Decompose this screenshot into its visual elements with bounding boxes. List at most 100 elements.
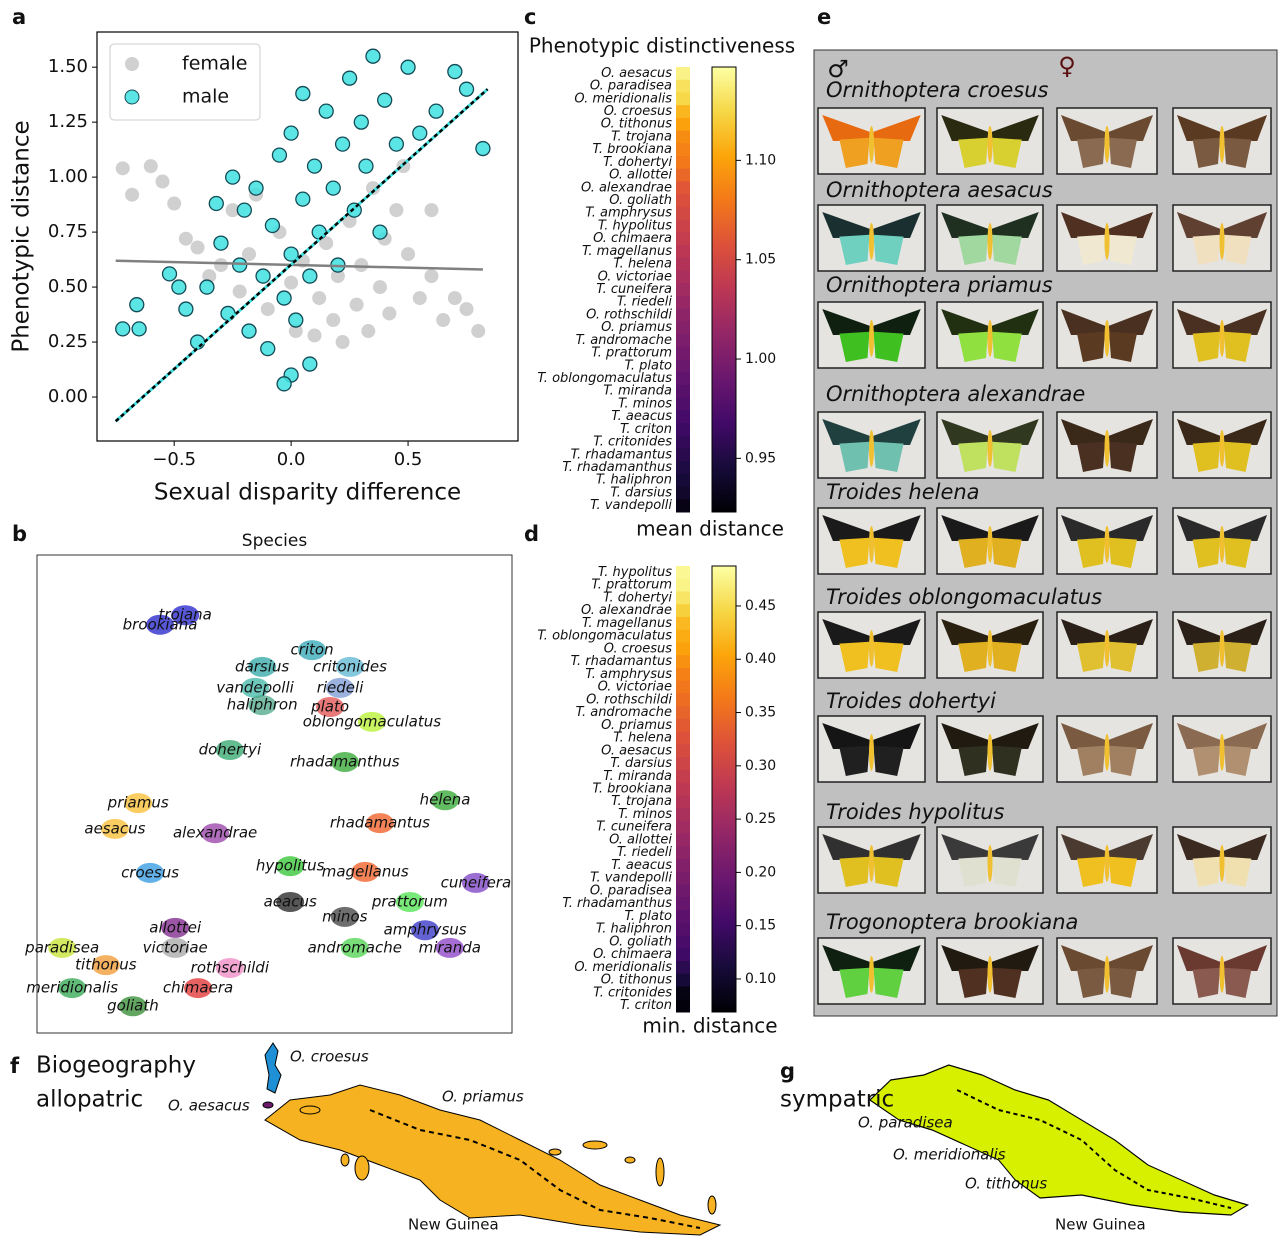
body <box>1105 320 1110 357</box>
point <box>350 298 364 312</box>
heatmap-cell <box>676 181 690 194</box>
heatmap-cell <box>676 499 690 512</box>
map-region: New Guinea <box>408 1216 499 1234</box>
heatmap-cell <box>676 910 690 923</box>
colorbar <box>712 566 736 1012</box>
heatmap-cell <box>676 770 690 783</box>
heatmap-cell <box>676 961 690 974</box>
heatmap-cell <box>676 105 690 118</box>
cluster-label: cuneifera <box>441 873 512 891</box>
body <box>1105 630 1110 667</box>
point <box>303 357 317 371</box>
island <box>870 1065 1248 1215</box>
heatmap-cell <box>676 681 690 694</box>
map-heading: sympatric <box>780 1087 894 1113</box>
island-aesacus <box>263 1102 273 1108</box>
body <box>988 956 993 993</box>
species-name: Ornithoptera priamus <box>826 273 1053 297</box>
island <box>265 1085 720 1235</box>
cluster-label: priamus <box>107 794 169 812</box>
cluster-label: oblongomaculatus <box>303 712 442 730</box>
heatmap-cell <box>676 872 690 885</box>
heatmap-cell <box>676 566 690 579</box>
body <box>988 430 993 467</box>
heatmap-cell <box>676 169 690 182</box>
colorbar-tick-label: 0.20 <box>745 864 776 880</box>
heatmap-cell <box>676 474 690 487</box>
heatmap-cell <box>676 232 690 245</box>
colorbar-tick-label: 1.10 <box>745 152 776 168</box>
body <box>869 320 874 357</box>
body <box>1220 845 1225 882</box>
heatmap-cell <box>676 448 690 461</box>
point <box>476 142 490 156</box>
map-subheading: allopatric <box>36 1087 143 1113</box>
cluster-label: rhadamanthus <box>290 752 400 770</box>
heatmap-cell <box>676 757 690 770</box>
panel-label: b <box>12 522 27 546</box>
heatmap-cell <box>676 579 690 592</box>
heatmap-cell <box>676 795 690 808</box>
species-name: Trogonoptera brookiana <box>826 910 1078 934</box>
point <box>460 302 474 316</box>
heatmap-cell <box>676 974 690 987</box>
body <box>1105 845 1110 882</box>
body <box>1220 126 1225 163</box>
point <box>312 291 326 305</box>
point <box>265 219 279 233</box>
body <box>1220 320 1225 357</box>
heatmap-cell <box>676 296 690 309</box>
x-axis-label: Sexual disparity difference <box>154 480 461 506</box>
heatmap-cell <box>676 668 690 681</box>
y-tick-label: 1.00 <box>48 166 88 187</box>
row-label: T. criton <box>620 998 672 1013</box>
map-sympatric <box>870 1065 1248 1215</box>
body <box>869 734 874 771</box>
colorbar-tick-label: 0.40 <box>745 651 776 667</box>
point <box>343 71 357 85</box>
body <box>869 223 874 260</box>
map-label: O. paradisea <box>858 1114 953 1132</box>
cluster-label: prattorum <box>371 893 448 911</box>
x-tick-label: −0.5 <box>152 449 196 470</box>
x-tick-label: 0.5 <box>394 449 423 470</box>
point <box>448 291 462 305</box>
heatmap-cell <box>676 398 690 411</box>
panel-label: c <box>524 5 536 29</box>
body <box>1220 223 1225 260</box>
panel-label: g <box>780 1059 795 1083</box>
map-region: New Guinea <box>1055 1216 1146 1234</box>
point <box>116 161 130 175</box>
heatmap-cell <box>676 604 690 617</box>
map-label: O. aesacus <box>168 1097 250 1115</box>
heatmap-cell <box>676 359 690 372</box>
body <box>869 956 874 993</box>
body <box>1220 956 1225 993</box>
heatmap-cell <box>676 372 690 385</box>
cluster-label: goliath <box>107 997 159 1015</box>
point <box>424 269 438 283</box>
cluster-label: tithonus <box>75 956 137 974</box>
heatmap-cell <box>676 642 690 655</box>
point <box>354 115 368 129</box>
cluster-label: amphrysus <box>384 921 467 939</box>
cluster-label: miranda <box>419 938 481 956</box>
species-name: Troides oblongomaculatus <box>826 585 1102 609</box>
cluster-label: haliphron <box>227 696 298 714</box>
cluster-label: aesacus <box>84 819 145 837</box>
heatmap-cell <box>676 936 690 949</box>
cluster-label: magellanus <box>322 862 409 880</box>
heatmap-cell <box>676 194 690 207</box>
heatmap-cell <box>676 131 690 144</box>
heatmap-cell <box>676 309 690 322</box>
female-symbol: ♀ <box>1058 52 1076 80</box>
heatmap-cell <box>676 732 690 745</box>
y-tick-label: 0.75 <box>48 221 88 242</box>
heatmap-cell <box>676 410 690 423</box>
point <box>382 306 396 320</box>
heatmap-title: Phenotypic distinctiveness <box>529 34 795 58</box>
heatmap-cell <box>676 719 690 732</box>
colorbar-tick-label: 0.35 <box>745 705 776 721</box>
species-name: Troides dohertyi <box>826 689 996 713</box>
point <box>378 93 392 107</box>
